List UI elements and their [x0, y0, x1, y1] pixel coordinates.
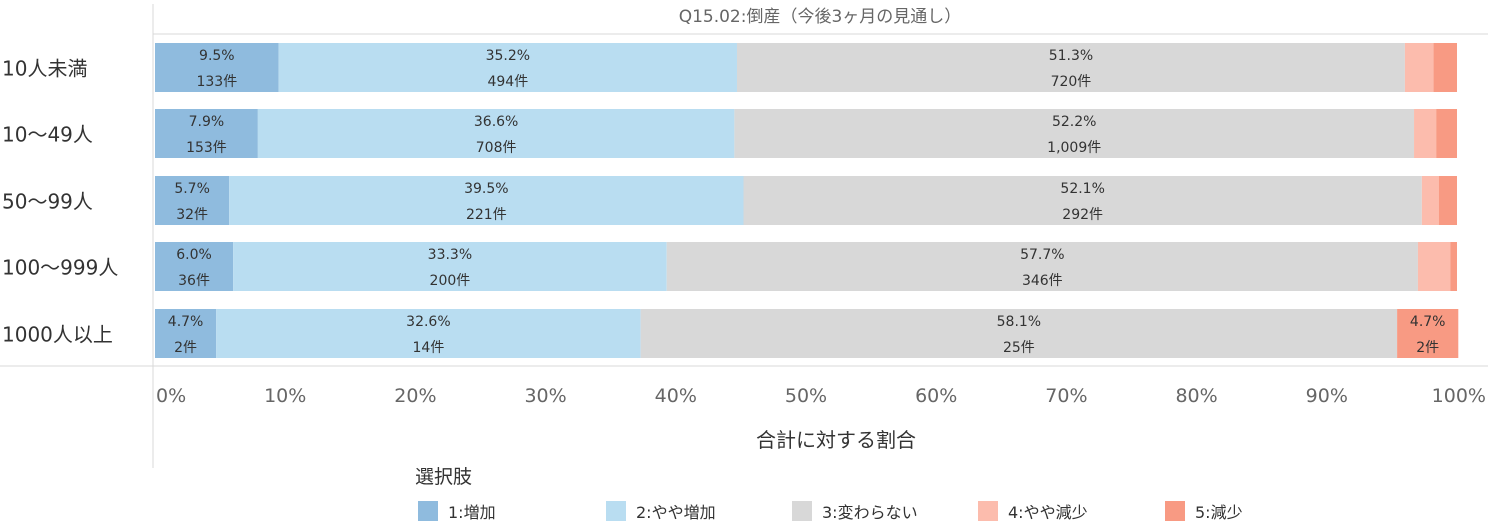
- data-label-count: 32件: [176, 207, 208, 223]
- legend-item[interactable]: 1:増加: [418, 501, 496, 522]
- x-tick-label: 20%: [394, 385, 436, 407]
- data-label-count: 346件: [1022, 273, 1063, 289]
- data-label-percent: 32.6%: [406, 314, 450, 330]
- data-label-count: 720件: [1051, 74, 1092, 90]
- x-tick-label: 50%: [785, 385, 827, 407]
- x-tick-label: 80%: [1175, 385, 1217, 407]
- bar-segment: [155, 309, 217, 358]
- x-tick-label: 0%: [156, 385, 186, 407]
- data-label-count: 2件: [174, 340, 197, 356]
- legend-swatch: [978, 501, 998, 521]
- x-tick-label: 30%: [524, 385, 566, 407]
- data-label-count: 200件: [430, 273, 471, 289]
- category-label: 100〜999人: [2, 256, 118, 280]
- bar-segment: [1417, 242, 1451, 291]
- data-label-percent: 6.0%: [176, 247, 212, 263]
- data-label-count: 36件: [178, 273, 210, 289]
- legend-item[interactable]: 3:変わらない: [792, 501, 918, 522]
- legend-label: 4:やや減少: [1008, 503, 1088, 522]
- bar-segment: [1421, 176, 1439, 225]
- bar-segment: [1397, 309, 1459, 358]
- category-label: 10人未満: [2, 57, 87, 81]
- x-tick-label: 90%: [1306, 385, 1348, 407]
- bar-segment: [640, 309, 1398, 358]
- bar-segment: [1436, 109, 1457, 158]
- bar-segment: [1404, 43, 1434, 92]
- legend-label: 2:やや増加: [636, 503, 716, 522]
- category-label: 50〜99人: [2, 190, 93, 214]
- x-tick-label: 40%: [655, 385, 697, 407]
- bars-layer: 9.5% 133件 35.2% 494件 51.3% 720件 7.9% 153件 36.6% 7…: [155, 43, 1459, 358]
- data-label-percent: 4.7%: [1410, 314, 1446, 330]
- bar-segment: [155, 109, 258, 158]
- data-label-count: 133件: [196, 74, 237, 90]
- bar-segment: [229, 176, 744, 225]
- bar-segment: [743, 176, 1422, 225]
- bar-segment: [155, 176, 230, 225]
- data-label-count: 221件: [466, 207, 507, 223]
- data-label-percent: 33.3%: [428, 247, 472, 263]
- x-axis-ticks: 0% 10% 20% 30% 40% 50% 60% 70% 80% 90% 100%: [156, 385, 1486, 407]
- data-label-percent: 57.7%: [1020, 247, 1064, 263]
- legend-item[interactable]: 2:やや増加: [606, 501, 716, 522]
- chart-title: Q15.02:倒産（今後3ヶ月の見通し）: [679, 7, 962, 27]
- bar-segment: [1433, 43, 1457, 92]
- data-label-percent: 7.9%: [189, 114, 225, 130]
- category-label: 10〜49人: [2, 123, 93, 147]
- bar-segment: [216, 309, 641, 358]
- data-label-percent: 5.7%: [174, 181, 210, 197]
- x-tick-label: 70%: [1045, 385, 1087, 407]
- data-label-count: 494件: [487, 74, 528, 90]
- bar-segment: [278, 43, 737, 92]
- data-label-count: 2件: [1416, 340, 1439, 356]
- legend: 1:増加 2:やや増加 3:変わらない 4:やや減少 5:減少: [418, 501, 1243, 522]
- bar-segment: [1438, 176, 1457, 225]
- legend-label: 5:減少: [1195, 503, 1243, 522]
- bar-segment: [233, 242, 667, 291]
- bar-segment: [1450, 242, 1457, 291]
- x-axis-label: 合計に対する割合: [756, 428, 916, 452]
- legend-title: 選択肢: [415, 466, 472, 488]
- x-tick-label: 100%: [1432, 385, 1486, 407]
- x-tick-label: 10%: [264, 385, 306, 407]
- data-label-count: 1,009件: [1047, 140, 1101, 156]
- legend-label: 3:変わらない: [822, 503, 918, 522]
- legend-item[interactable]: 4:やや減少: [978, 501, 1088, 522]
- bar-segment: [736, 43, 1405, 92]
- data-label-count: 14件: [413, 340, 445, 356]
- bar-segment: [155, 43, 279, 92]
- bar-segment: [155, 242, 234, 291]
- data-label-percent: 52.2%: [1052, 114, 1096, 130]
- bar-segment: [257, 109, 735, 158]
- data-label-percent: 35.2%: [486, 48, 530, 64]
- legend-swatch: [418, 501, 438, 521]
- data-label-percent: 51.3%: [1049, 48, 1093, 64]
- data-label-percent: 39.5%: [464, 181, 508, 197]
- bar-segment: [734, 109, 1415, 158]
- bar-segment: [1414, 109, 1437, 158]
- legend-item[interactable]: 5:減少: [1165, 501, 1243, 522]
- legend-swatch: [606, 501, 626, 521]
- data-label-percent: 36.6%: [474, 114, 518, 130]
- data-label-count: 708件: [476, 140, 517, 156]
- data-label-percent: 58.1%: [997, 314, 1041, 330]
- x-tick-label: 60%: [915, 385, 957, 407]
- bar-segment: [666, 242, 1418, 291]
- data-label-count: 153件: [186, 140, 227, 156]
- category-label: 1000人以上: [2, 323, 113, 347]
- category-labels: 10人未満 10〜49人 50〜99人 100〜999人 1000人以上: [2, 57, 118, 347]
- legend-swatch: [792, 501, 812, 521]
- data-label-percent: 52.1%: [1060, 181, 1104, 197]
- legend-label: 1:増加: [448, 503, 496, 522]
- data-label-count: 25件: [1003, 340, 1035, 356]
- data-label-count: 292件: [1062, 207, 1103, 223]
- data-label-percent: 9.5%: [199, 48, 235, 64]
- legend-swatch: [1165, 501, 1185, 521]
- data-label-percent: 4.7%: [168, 314, 204, 330]
